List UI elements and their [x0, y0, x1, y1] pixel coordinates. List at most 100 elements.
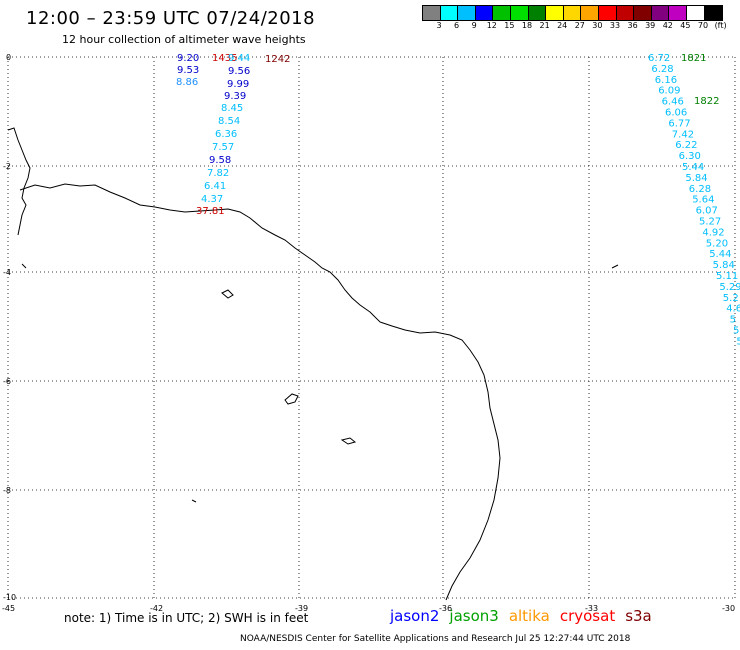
scale-swatch: [634, 6, 652, 20]
scale-label: 6: [454, 21, 460, 30]
scale-label: 33: [609, 21, 621, 30]
wave-height-value: 6.28: [689, 184, 711, 195]
scale-label: 3: [436, 21, 442, 30]
island-6: [191, 499, 197, 503]
scale-swatch: [651, 6, 670, 20]
lat-tick-label: -8: [3, 486, 11, 495]
coastline-northwest: [7, 127, 31, 236]
scale-label: 15: [504, 21, 515, 30]
wave-height-value: 5.11: [716, 271, 738, 282]
island-5: [21, 263, 27, 269]
wave-height-value: 5: [736, 336, 740, 347]
scale-swatch: [475, 6, 494, 20]
wave-height-value: 8.54: [218, 116, 240, 127]
scale-swatch: [669, 6, 687, 20]
scale-label: (ft): [714, 21, 727, 30]
wave-height-value: 37.81: [196, 206, 225, 217]
lon-tick-label: -39: [295, 604, 308, 613]
wave-height-value: 6.36: [215, 129, 237, 140]
scale-swatch: [458, 6, 476, 20]
wave-height-value: 5.2: [723, 293, 739, 304]
scale-label: 9: [471, 21, 477, 30]
island-2: [284, 393, 299, 405]
wave-height-value: 9.58: [209, 155, 231, 166]
wave-height-value: 6.72: [648, 53, 670, 64]
legend-altika: altika: [508, 607, 550, 625]
scale-label: 27: [574, 21, 585, 30]
scale-swatch: [440, 6, 459, 20]
page-subtitle: 12 hour collection of altimeter wave hei…: [62, 33, 306, 46]
scale-label: 18: [521, 21, 533, 30]
axis-labels: -45 -42 -39 -36 -33 -30 0 -2 -4 -6 -8 -10: [2, 53, 735, 613]
scale-swatch: [563, 6, 582, 20]
lon-tick-label: -45: [2, 604, 15, 613]
wave-height-value: 6.07: [696, 206, 718, 217]
legend-s3a: s3a: [625, 607, 652, 625]
wave-height-value: 6.46: [662, 97, 684, 108]
wave-height-value: 5.44: [709, 249, 731, 260]
scale-swatch: [704, 6, 723, 20]
wave-height-value: 7.57: [212, 142, 234, 153]
page-title: 12:00 – 23:59 UTC 07/24/2018: [26, 8, 316, 29]
lat-tick-label: -4: [3, 268, 11, 277]
wave-height-value: 4.6: [726, 304, 740, 315]
wave-height-value: 9.99: [227, 79, 249, 90]
wave-height-value: 8.45: [221, 103, 243, 114]
legend-jason2: jason2: [390, 607, 440, 625]
legend-cryosat: cryosat: [559, 607, 616, 625]
legend-jason3: jason3: [449, 607, 499, 625]
wave-height-value: 5.29: [719, 282, 740, 293]
scale-swatch: [598, 6, 617, 20]
scale-label: 42: [662, 21, 673, 30]
lat-tick-label: 0: [6, 53, 11, 62]
color-scale-bar: [422, 5, 724, 21]
pass-time-label: 1822: [694, 96, 719, 107]
wave-height-value: 5: [730, 315, 736, 326]
scale-swatch: [686, 6, 705, 20]
lon-tick-label: -36: [439, 604, 452, 613]
wave-height-value: 4.37: [201, 194, 223, 205]
scale-swatch: [581, 6, 599, 20]
wave-height-value: 4.92: [702, 227, 724, 238]
wave-height-value: 8.86: [176, 77, 198, 88]
wave-height-value: 6.41: [204, 181, 226, 192]
wave-height-value: 9.56: [228, 66, 250, 77]
scale-swatch: [510, 6, 529, 20]
graticule: [7, 56, 736, 599]
wave-height-value: 5.20: [706, 238, 728, 249]
scale-label: 30: [592, 21, 603, 30]
scale-swatch: [423, 6, 441, 20]
wave-height-value: 7.42: [672, 129, 694, 140]
wave-height-value: 7.82: [207, 168, 229, 179]
coastline-path: [19, 183, 501, 601]
wave-height-value: 5.64: [692, 195, 714, 206]
wave-height-value: 5.84: [713, 260, 735, 271]
wave-height-value: 5: [733, 326, 739, 337]
wave-height-value: 5.44: [682, 162, 704, 173]
lon-tick-label: -33: [585, 604, 598, 613]
lon-tick-label: -42: [150, 604, 163, 613]
wave-height-value: 6.06: [665, 108, 687, 119]
scale-swatch: [616, 6, 635, 20]
lat-tick-label: -2: [3, 162, 11, 171]
lat-tick-label: -6: [3, 377, 11, 386]
scale-label: 36: [627, 21, 638, 30]
pass-time-label: 1821: [681, 53, 706, 64]
wave-height-value: 9.39: [224, 91, 246, 102]
wave-height-value: 5.84: [685, 173, 707, 184]
wave-height-value: 6.16: [655, 75, 677, 86]
wave-height-value: 6.30: [679, 151, 701, 162]
scale-label: 21: [539, 21, 550, 30]
lon-tick-label: -30: [722, 604, 735, 613]
wave-height-value: 6.09: [658, 86, 680, 97]
wave-height-value: 9.53: [177, 65, 199, 76]
scale-label: 70: [697, 21, 709, 30]
footer-credit: NOAA/NESDIS Center for Satellite Applica…: [240, 634, 631, 644]
lat-tick-label: -10: [3, 593, 16, 602]
satellite-legend: jason2 jason3 altika cryosat s3a: [390, 607, 662, 625]
wave-height-value: 9.20: [177, 53, 199, 64]
island-4: [611, 264, 619, 269]
pass-time-label: 1242: [265, 54, 290, 65]
scale-swatch: [546, 6, 564, 20]
